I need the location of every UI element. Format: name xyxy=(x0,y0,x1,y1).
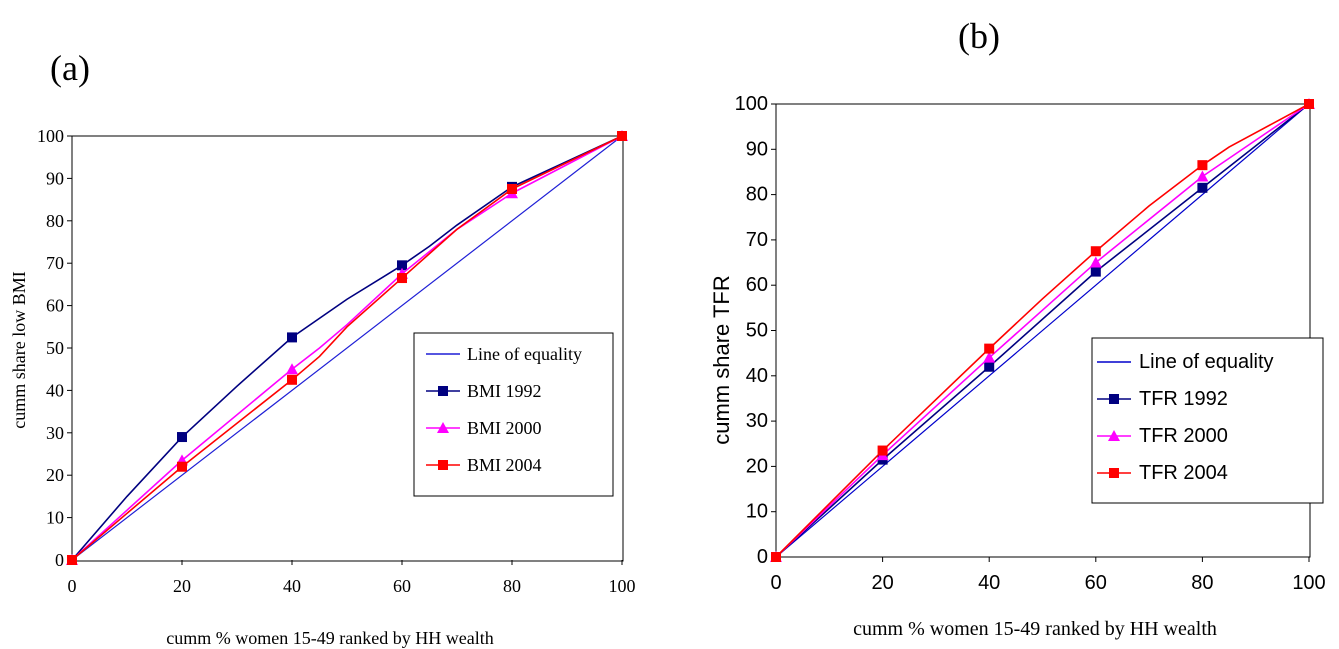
y-tick-label: 20 xyxy=(746,455,768,477)
x-axis-ticks-b: 0 20 40 60 80 100 xyxy=(770,557,1326,594)
x-tick-label: 20 xyxy=(871,572,893,594)
data-point-bmi-1992 xyxy=(287,332,297,343)
legend-label-tfr-1992: TFR 1992 xyxy=(1139,388,1228,410)
y-tick-label: 80 xyxy=(746,184,768,206)
y-tick-label: 80 xyxy=(46,211,64,231)
y-tick-label: 0 xyxy=(55,550,64,570)
legend-a: Line of equality BMI 1992 BMI 2000 BMI 2004 xyxy=(413,332,614,497)
y-tick-label: 60 xyxy=(46,296,64,316)
y-tick-label: 70 xyxy=(746,229,768,251)
y-axis-ticks-a: 0 10 20 30 40 50 60 70 80 90 100 xyxy=(37,126,72,570)
data-point-tfr-2000 xyxy=(1196,170,1209,182)
legend-label-bmi-2000: BMI 2000 xyxy=(467,418,542,438)
legend-items-a: Line of equality BMI 1992 BMI 2000 BMI 2004 xyxy=(426,344,582,475)
y-tick-label: 50 xyxy=(46,338,64,358)
series-line-bmi-2004 xyxy=(71,135,623,561)
legend-box-b xyxy=(1091,337,1324,504)
x-tick-label: 80 xyxy=(503,576,521,596)
series-group-a xyxy=(66,130,628,565)
data-point-tfr-2004 xyxy=(1304,99,1314,109)
series-line-tfr-2000 xyxy=(775,103,1310,558)
data-point-bmi-1992 xyxy=(397,260,407,271)
legend-label-tfr-2000: TFR 2000 xyxy=(1139,425,1228,447)
legend-marker-bmi-2004 xyxy=(438,460,448,470)
x-tick-label: 80 xyxy=(1191,572,1213,594)
data-point-tfr-2000 xyxy=(1089,256,1102,268)
data-point-bmi-2004 xyxy=(287,374,297,385)
y-tick-label: 30 xyxy=(746,410,768,432)
data-point-bmi-2004 xyxy=(177,461,187,472)
data-point-bmi-2004 xyxy=(397,273,407,284)
legend-b: Line of equality TFR 1992 TFR 2000 TFR 2004 xyxy=(1091,337,1324,504)
y-tick-label: 0 xyxy=(757,546,768,568)
x-tick-label: 40 xyxy=(978,572,1000,594)
legend-marker-tfr-2000 xyxy=(1108,430,1120,441)
data-point-tfr-1992 xyxy=(984,361,995,372)
data-point-tfr-1992 xyxy=(1197,182,1208,193)
y-tick-label: 10 xyxy=(46,508,64,528)
y-axis-ticks-b: 0 10 20 30 40 50 60 70 80 90 100 xyxy=(735,93,776,568)
y-tick-label: 100 xyxy=(37,126,64,146)
data-point-tfr-1992 xyxy=(1090,266,1101,277)
panel-label-b: (b) xyxy=(958,16,1000,56)
x-tick-label: 40 xyxy=(283,576,301,596)
x-tick-label: 60 xyxy=(1085,572,1107,594)
legend-marker-bmi-2000 xyxy=(437,422,449,433)
y-tick-label: 90 xyxy=(746,138,768,160)
x-tick-label: 20 xyxy=(173,576,191,596)
data-point-tfr-2004 xyxy=(984,343,995,354)
legend-marker-tfr-1992 xyxy=(1109,394,1119,404)
data-point-bmi-1992 xyxy=(177,432,187,443)
series-group-b xyxy=(770,98,1315,562)
series-line-line-of-equality xyxy=(775,103,1310,558)
legend-label-bmi-1992: BMI 1992 xyxy=(467,381,542,401)
legend-label-line-of-equality: Line of equality xyxy=(467,344,582,364)
y-tick-label: 40 xyxy=(746,365,768,387)
y-tick-label: 60 xyxy=(746,274,768,296)
y-axis-label-b: cumm share TFR xyxy=(709,275,734,445)
y-tick-label: 50 xyxy=(746,320,768,342)
y-tick-label: 20 xyxy=(46,465,64,485)
x-tick-label: 100 xyxy=(609,576,636,596)
data-point-tfr-2004 xyxy=(1197,160,1208,171)
series-line-tfr-1992 xyxy=(775,103,1310,558)
data-point-bmi-2004 xyxy=(617,131,627,141)
data-point-tfr-2004 xyxy=(1090,246,1101,257)
y-axis-label-a: cumm share low BMI xyxy=(9,271,29,428)
y-tick-label: 40 xyxy=(46,380,64,400)
data-point-tfr-2004 xyxy=(877,445,888,456)
legend-marker-tfr-2004 xyxy=(1109,468,1119,478)
data-point-tfr-2004 xyxy=(771,552,781,562)
x-axis-label-b: cumm % women 15-49 ranked by HH wealth xyxy=(853,618,1217,640)
y-tick-label: 30 xyxy=(46,423,64,443)
x-axis-label-a: cumm % women 15-49 ranked by HH wealth xyxy=(166,628,493,648)
legend-items-b: Line of equality TFR 1992 TFR 2000 TFR 2004 xyxy=(1097,351,1274,484)
series-line-bmi-2000 xyxy=(71,135,623,561)
y-tick-label: 70 xyxy=(46,253,64,273)
legend-label-bmi-2004: BMI 2004 xyxy=(467,455,542,475)
legend-label-line-of-equality: Line of equality xyxy=(1139,351,1274,373)
data-point-bmi-2004 xyxy=(507,184,517,194)
x-axis-ticks-a: 0 20 40 60 80 100 xyxy=(68,560,636,596)
x-tick-label: 0 xyxy=(770,572,781,594)
legend-label-tfr-2004: TFR 2004 xyxy=(1139,462,1228,484)
legend-marker-bmi-1992 xyxy=(438,386,448,396)
series-line-bmi-1992 xyxy=(71,135,623,561)
data-point-bmi-2000 xyxy=(286,363,298,375)
y-tick-label: 10 xyxy=(746,501,768,523)
y-tick-label: 100 xyxy=(735,93,768,115)
series-line-line-of-equality xyxy=(71,135,623,561)
data-point-bmi-2004 xyxy=(67,555,77,565)
x-tick-label: 60 xyxy=(393,576,411,596)
x-tick-label: 100 xyxy=(1292,572,1325,594)
x-tick-label: 0 xyxy=(68,576,77,596)
data-point-tfr-2000 xyxy=(983,351,996,363)
y-tick-label: 90 xyxy=(46,168,64,188)
panel-label-a: (a) xyxy=(50,48,90,88)
